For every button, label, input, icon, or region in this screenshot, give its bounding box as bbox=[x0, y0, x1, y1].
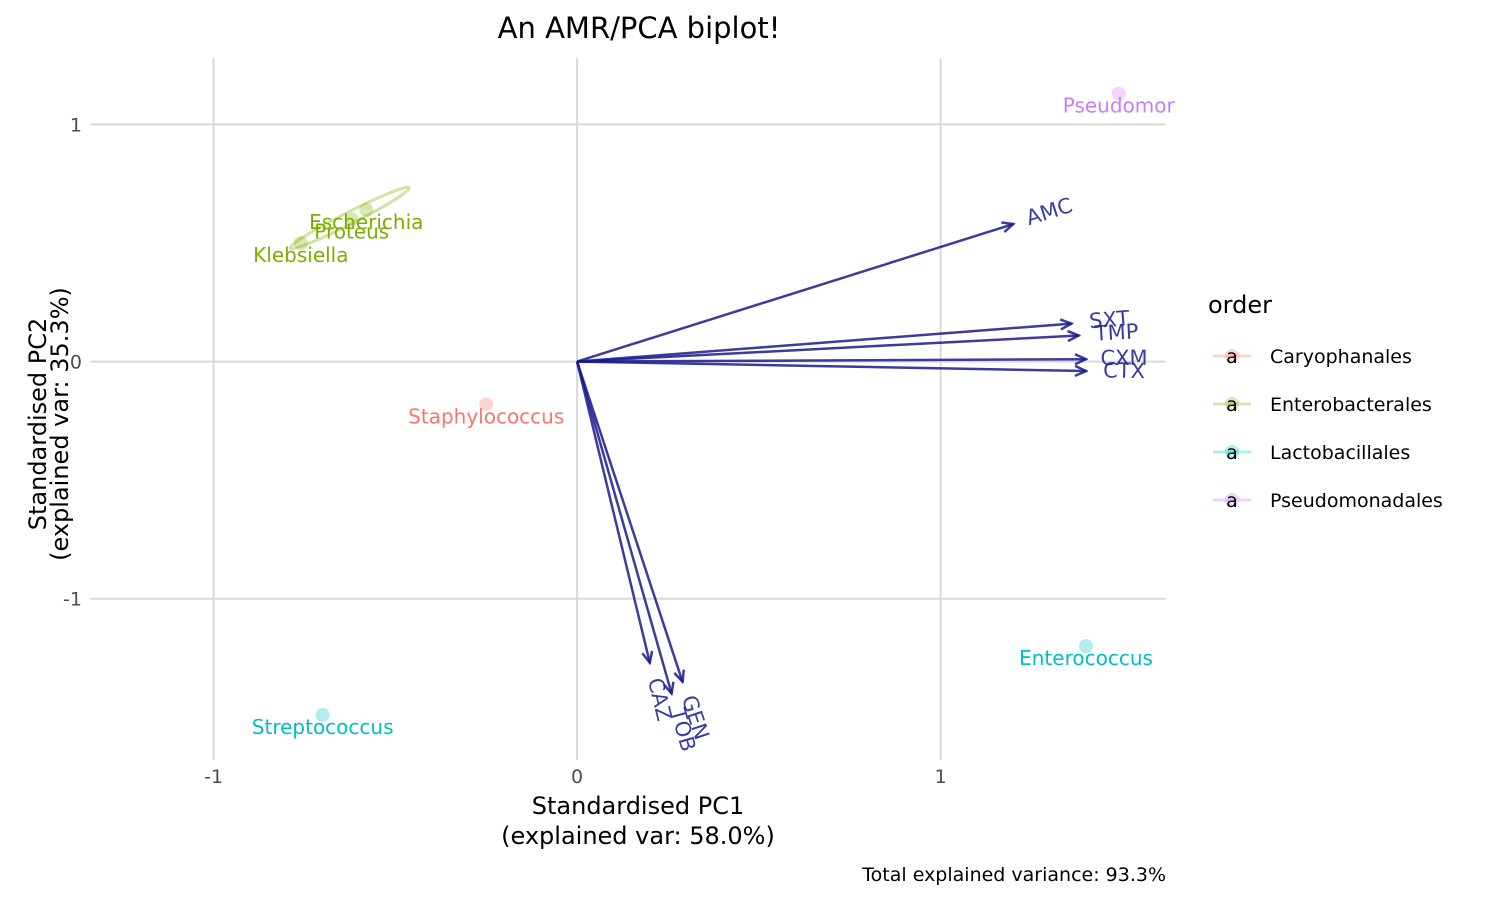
loading-arrow-caz bbox=[575, 361, 650, 663]
point-staphylococcus bbox=[479, 397, 494, 412]
loading-arrow-amc bbox=[576, 224, 1013, 363]
point-label-pseudomonas: Pseudomor bbox=[1063, 94, 1176, 118]
x-tick-label: 1 bbox=[935, 766, 947, 788]
point-label-enterococcus: Enterococcus bbox=[1019, 646, 1153, 670]
point-enterococcus bbox=[1079, 639, 1094, 654]
loading-label-cxm: CXM bbox=[1100, 346, 1147, 370]
point-escherichia bbox=[359, 202, 374, 217]
point-proteus bbox=[344, 212, 359, 227]
group-ellipses bbox=[288, 185, 411, 251]
point-label-staphylococcus: Staphylococcus bbox=[408, 404, 564, 428]
y-axis-title-line2: (explained var: 35.3%) bbox=[46, 287, 74, 561]
y-tick-label: -1 bbox=[63, 589, 82, 611]
y-tick-label: 1 bbox=[70, 114, 82, 136]
loading-label-amc: AMC bbox=[1023, 193, 1075, 230]
loading-arrow-tob bbox=[575, 361, 672, 694]
point-label-streptococcus: Streptococcus bbox=[252, 715, 394, 739]
legend: order a Caryophanales a Enterobacterales a La… bbox=[1208, 291, 1443, 512]
legend-item-pseudomonadales: a Pseudomonadales bbox=[1213, 490, 1443, 512]
legend-item-caryophanales: a Caryophanales bbox=[1213, 346, 1412, 368]
loading-label-sxt: SXT bbox=[1088, 306, 1130, 333]
y-tick-label: 0 bbox=[70, 352, 82, 374]
legend-label: Pseudomonadales bbox=[1270, 490, 1443, 512]
loading-label-ctx: CTX bbox=[1103, 358, 1145, 383]
loading-arrow-gen bbox=[575, 361, 682, 682]
chart-title: An AMR/PCA biplot! bbox=[498, 11, 781, 45]
loading-arrow-cxm bbox=[577, 359, 1086, 361]
x-axis-title-line1: Standardised PC1 bbox=[532, 792, 744, 820]
legend-key-glyph: a bbox=[1226, 394, 1238, 416]
loading-arrow-tmp bbox=[577, 335, 1079, 363]
legend-label: Caryophanales bbox=[1270, 346, 1412, 368]
loading-arrow-sxt bbox=[577, 324, 1071, 363]
legend-title: order bbox=[1208, 291, 1272, 319]
legend-label: Enterobacterales bbox=[1270, 394, 1432, 416]
point-label-escherichia: Escherichia bbox=[309, 210, 423, 234]
point-label-proteus: Proteus bbox=[314, 219, 389, 243]
legend-item-enterobacterales: a Enterobacterales bbox=[1213, 394, 1432, 416]
x-tick-label: -1 bbox=[204, 766, 223, 788]
ellipse-enterobacterales bbox=[288, 185, 411, 251]
loading-label-tmp: TMP bbox=[1093, 319, 1139, 345]
legend-label: Lactobacillales bbox=[1270, 442, 1410, 464]
legend-key-point bbox=[1225, 445, 1239, 459]
legend-item-lactobacillales: a Lactobacillales bbox=[1213, 442, 1410, 464]
x-tick-label: 0 bbox=[571, 766, 583, 788]
loading-arrow-ctx bbox=[577, 360, 1086, 371]
axis-ticks: -1 0 1 -1 0 1 bbox=[63, 114, 947, 788]
chart-caption: Total explained variance: 93.3% bbox=[861, 864, 1166, 886]
point-streptococcus bbox=[315, 707, 330, 722]
point-pseudomonas bbox=[1111, 86, 1126, 101]
data-points: Staphylococcus EscherichiaProteusKlebsiel… bbox=[252, 86, 1176, 739]
legend-key-point bbox=[1225, 397, 1239, 411]
legend-key-point bbox=[1225, 349, 1239, 363]
grid-lines bbox=[90, 58, 1166, 760]
legend-key-point bbox=[1225, 493, 1239, 507]
point-label-klebsiella: Klebsiella bbox=[253, 243, 348, 267]
x-axis-title-line2: (explained var: 58.0%) bbox=[501, 822, 775, 850]
legend-key-glyph: a bbox=[1226, 346, 1238, 368]
legend-key-glyph: a bbox=[1226, 490, 1238, 512]
legend-key-glyph: a bbox=[1226, 442, 1238, 464]
point-klebsiella bbox=[293, 235, 308, 250]
y-axis-title-line1: Standardised PC2 bbox=[24, 318, 52, 530]
